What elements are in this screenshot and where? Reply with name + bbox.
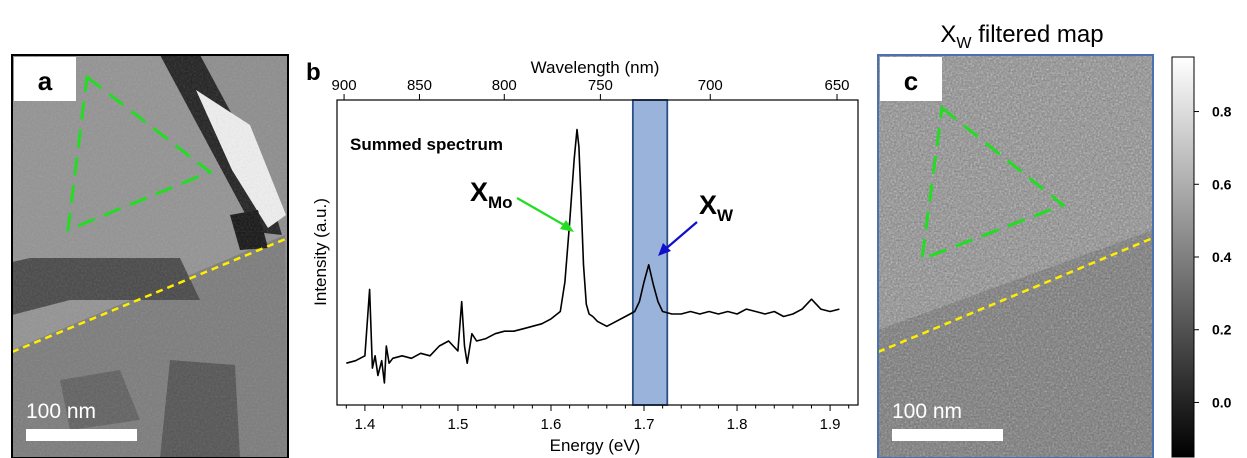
- plot-frame: [336, 99, 859, 406]
- x-tick-label: 1.7: [634, 416, 655, 433]
- x-tick-label: 1.6: [541, 416, 562, 433]
- xw-arrow-line: [661, 221, 698, 253]
- colorbar-ticks: 0.8 0.6 0.4 0.2 0.0: [1194, 104, 1232, 410]
- panel-a-scalebar: [26, 429, 137, 441]
- panel-c-filtered-map: XW filtered map c 100 nm: [877, 21, 1154, 458]
- x-tick-label: 1.8: [727, 416, 748, 433]
- map-lower-shade: [878, 230, 1153, 458]
- x-tick-label: 1.4: [354, 416, 375, 433]
- xmo-peak-label: XMo: [470, 177, 513, 212]
- colorbar-tick-label: 0.4: [1212, 249, 1232, 265]
- panel-a-frame: [11, 54, 289, 458]
- panel-b-label: b: [306, 59, 321, 86]
- xmo-arrowhead: [560, 220, 574, 232]
- xw-peak-label: XW: [699, 190, 734, 225]
- colorbar-tick-label: 0.0: [1212, 394, 1232, 410]
- colorbar-gradient: [1171, 56, 1195, 458]
- panel-c-frame: [877, 54, 1154, 458]
- panel-a-label: a: [38, 66, 53, 96]
- panel-c-scalebar: [892, 429, 1003, 441]
- x-axis-label: Energy (eV): [550, 436, 641, 455]
- spectrum-line: [346, 128, 840, 384]
- summed-spectrum-title: Summed spectrum: [350, 135, 503, 154]
- panel-c-scalebar-label: 100 nm: [892, 400, 962, 423]
- x2-tick-label: 900: [332, 77, 357, 94]
- panel-c-label-box: [880, 57, 942, 101]
- afm-texture: [12, 55, 288, 458]
- x2-tick-label: 800: [492, 77, 517, 94]
- x2-tick-label: 850: [407, 77, 432, 94]
- grain-boundary-line: [12, 236, 288, 354]
- map-grain-boundary-line: [878, 236, 1153, 354]
- map-triangle-outline: [920, 105, 1066, 262]
- xmo-arrow-line: [516, 197, 572, 230]
- top-axis-label: Wavelength (nm): [531, 58, 660, 77]
- colorbar-tick-label: 0.2: [1212, 322, 1232, 338]
- x2-tick-label: 650: [825, 77, 850, 94]
- x-tick-label: 1.9: [820, 416, 841, 433]
- colorbar-tick-label: 0.8: [1212, 104, 1232, 120]
- x2-tick-label: 750: [588, 77, 613, 94]
- x2-tick-label: 700: [698, 77, 723, 94]
- bottom-axis-ticks: 1.4 1.5 1.6 1.7 1.8 1.9: [345, 405, 850, 433]
- panel-a-afm-image: a 100 nm: [11, 54, 289, 458]
- panel-c-title: XW filtered map: [940, 21, 1103, 52]
- panel-c-label: c: [904, 66, 918, 96]
- top-axis-ticks: 900 850 800 750 700 650: [332, 77, 850, 100]
- colorbar-tick-label: 0.6: [1212, 176, 1232, 192]
- colorbar: 0.8 0.6 0.4 0.2 0.0: [1171, 56, 1232, 458]
- panel-a-label-box: [14, 57, 76, 101]
- panel-a-scalebar-label: 100 nm: [26, 400, 96, 423]
- x-tick-label: 1.5: [448, 416, 469, 433]
- panel-b-spectrum: b Wavelength (nm) 1.4 1.5 1.6 1.7 1.8 1.9 900…: [306, 58, 859, 455]
- xw-arrowhead: [658, 243, 671, 256]
- triangle-outline: [66, 74, 213, 233]
- y-axis-label: Intensity (a.u.): [311, 198, 330, 306]
- spectrum-curve-group: [346, 128, 840, 384]
